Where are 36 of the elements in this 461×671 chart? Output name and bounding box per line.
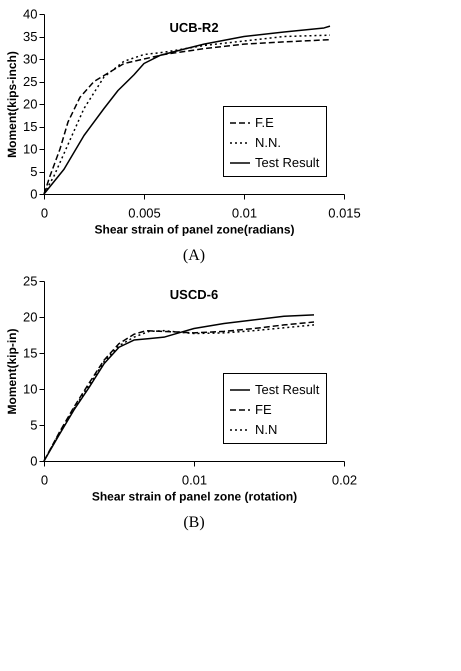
- y-tick-label: 15: [23, 346, 38, 360]
- x-tick-label: 0.015: [328, 206, 361, 220]
- y-tick-label: 40: [23, 6, 38, 22]
- x-tick-label: 0.005: [128, 206, 161, 220]
- x-axis-title: Shear strain of panel zone(radians): [94, 222, 295, 236]
- y-tick-label: 20: [23, 310, 38, 324]
- y-tick-label: 5: [30, 164, 38, 179]
- legend-label: N.N: [255, 422, 278, 437]
- legend-label: FE: [255, 402, 272, 417]
- y-tick-label: 25: [23, 274, 38, 288]
- x-tick-label: 0: [40, 472, 48, 488]
- chart-title: USCD-6: [170, 287, 218, 302]
- x-axis-title: Shear strain of panel zone (rotation): [92, 490, 298, 504]
- y-tick-label: 0: [30, 454, 38, 468]
- x-tick-label: 0.01: [182, 472, 208, 488]
- y-tick-label: 35: [23, 29, 38, 44]
- legend-label: Test Result: [255, 155, 320, 170]
- y-axis-title: Moment(kip-in): [5, 328, 20, 414]
- x-tick-label: 0.02: [332, 472, 358, 488]
- y-axis-title: Moment(kips-inch): [5, 51, 20, 158]
- x-tick-label: 0: [40, 206, 48, 220]
- y-tick-label: 0: [30, 186, 38, 202]
- y-tick-label: 10: [23, 382, 38, 396]
- y-tick-label: 25: [23, 74, 38, 89]
- legend-label: N.N.: [255, 135, 281, 150]
- y-tick-label: 15: [23, 119, 38, 134]
- text: (A): [182, 247, 206, 264]
- y-tick-label: 10: [23, 142, 38, 156]
- text: (B): [183, 514, 205, 531]
- y-tick-label: 20: [23, 96, 38, 112]
- legend-label: Test Result: [255, 382, 320, 397]
- chart-title: UCB-R2: [169, 20, 219, 35]
- y-tick-label: 5: [30, 418, 38, 432]
- y-tick-label: 30: [23, 52, 38, 66]
- x-tick-label: 0.01: [232, 206, 258, 220]
- legend-label: F.E: [255, 115, 274, 130]
